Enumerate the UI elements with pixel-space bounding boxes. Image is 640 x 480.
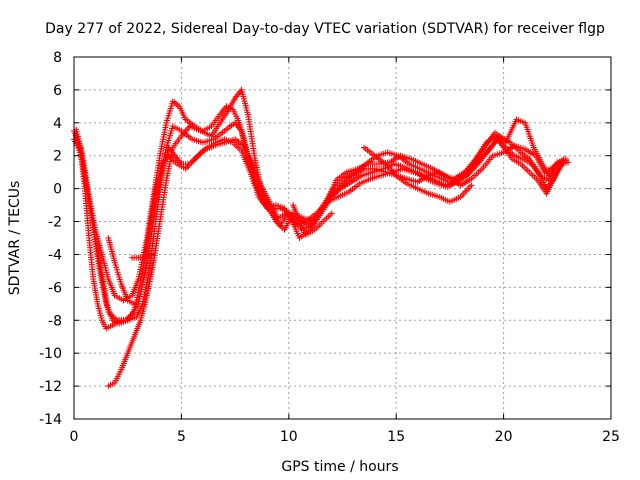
x-tick-label: 20 [495,429,513,445]
y-tick-label: -2 [48,215,62,231]
y-tick-label: 8 [53,50,62,66]
y-tick-label: -14 [39,412,62,428]
data-point [560,157,567,164]
data-point [468,182,475,189]
x-tick-label: 0 [70,429,79,445]
y-tick-label: -4 [48,247,62,263]
y-tick-label: -10 [39,346,62,362]
x-axis: 0 5 10 15 20 25 [70,57,620,445]
x-tick-label: 15 [387,429,405,445]
y-tick-label: -8 [48,313,62,329]
x-tick-label: 5 [177,429,186,445]
data-point [328,210,335,217]
chart-title: Day 277 of 2022, Sidereal Day-to-day VTE… [45,21,605,37]
grid [74,57,611,419]
y-tick-label: 6 [53,83,62,99]
x-tick-label: 25 [602,429,620,445]
y-axis: -14 -12 -10 -8 -6 -4 -2 0 2 4 6 8 [39,50,611,428]
x-axis-label: GPS time / hours [281,459,398,475]
data-points [71,86,572,390]
data-point [131,300,138,307]
plot-frame [73,56,612,420]
y-tick-label: 4 [53,116,62,132]
y-axis-label: SDTVAR / TECUs [7,181,23,296]
data-point [148,251,155,258]
y-tick-label: -12 [39,379,62,395]
y-tick-label: 0 [53,182,62,198]
y-tick-label: -6 [48,280,62,296]
y-tick-label: 2 [53,149,62,165]
x-tick-label: 10 [280,429,298,445]
